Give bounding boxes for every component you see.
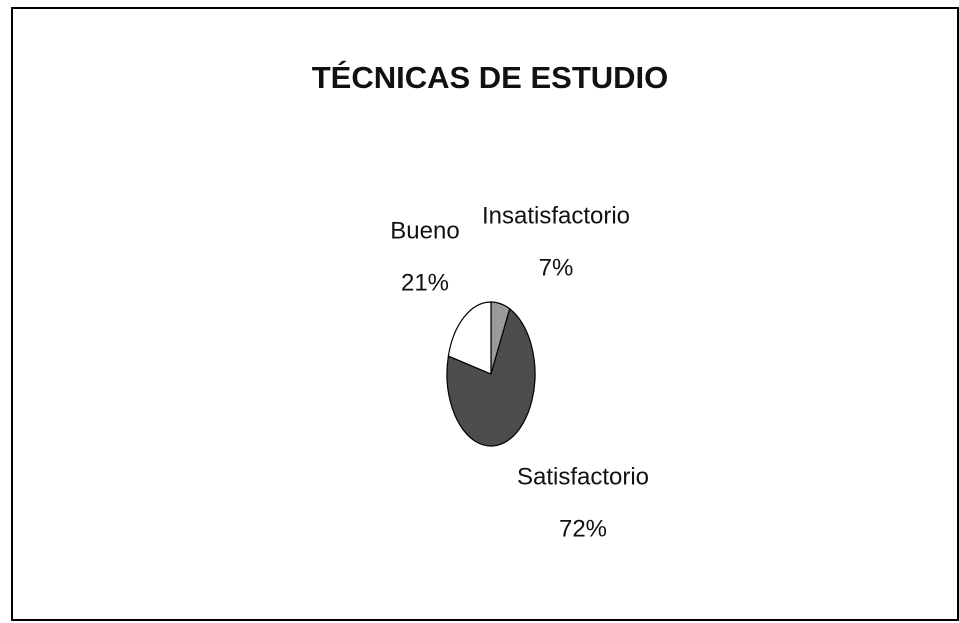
slice-label: Satisfactorio <box>517 463 649 490</box>
slice-value-label: 7% <box>539 254 574 281</box>
slice-label: Insatisfactorio <box>482 202 630 229</box>
pie-slice <box>446 307 536 447</box>
slice-value-label: 21% <box>401 269 449 296</box>
slice-value-label: 72% <box>559 515 607 542</box>
slice-label: Bueno <box>390 217 459 244</box>
pie-slice <box>447 301 492 375</box>
chart-title: TÉCNICAS DE ESTUDIO <box>312 60 669 95</box>
